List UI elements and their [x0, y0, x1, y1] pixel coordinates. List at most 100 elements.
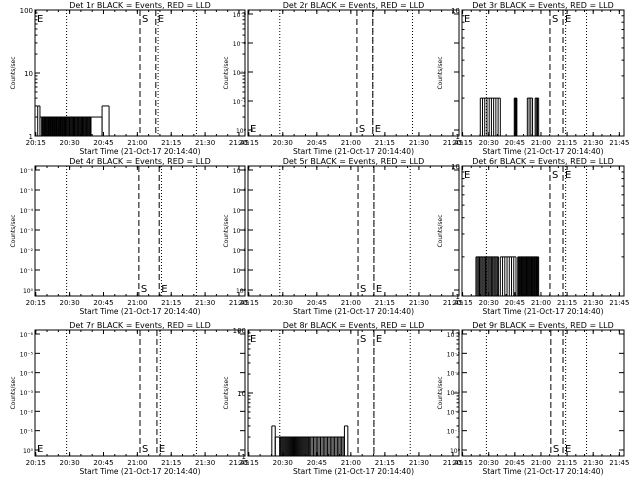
x-tick-label: 21:00: [341, 459, 361, 467]
y-tick-label: 10⁻⁴: [447, 371, 461, 378]
marker-e: E: [565, 170, 571, 181]
y-axis-label: Counts/sec: [10, 214, 17, 247]
x-tick-label: 21:00: [531, 299, 551, 307]
x-tick-label: 21:45: [229, 139, 249, 147]
x-tick-label: 20:45: [93, 459, 113, 467]
x-axis-label: Start Time (21-Oct-17 20:14:40): [293, 147, 414, 156]
x-tick-label: 20:45: [505, 299, 525, 307]
marker-e: E: [159, 444, 165, 455]
chart-title: Det 2r BLACK = Events, RED = LLD: [283, 1, 425, 10]
chart-title: Det 5r BLACK = Events, RED = LLD: [283, 157, 425, 166]
y-tick-label: 10⁻⁶: [20, 332, 34, 339]
x-tick-label: 21:15: [161, 459, 181, 467]
chart-panel-6: Det 6r BLACK = Events, RED = LLD Counts/s…: [437, 157, 629, 316]
x-tick-label: 20:30: [60, 459, 80, 467]
x-tick-label: 21:00: [341, 299, 361, 307]
x-tick-label: 21:15: [375, 139, 395, 147]
x-tick-label: 20:45: [307, 139, 327, 147]
y-tick-label: 10⁻⁸: [233, 12, 247, 19]
y-tick-label: 10⁻²: [233, 99, 247, 106]
y-tick-label: 10⁰: [236, 128, 247, 135]
y-tick-label: 10⁻⁵: [20, 188, 34, 195]
chart-panel-3: Det 3r BLACK = Events, RED = LLD Counts/s…: [437, 1, 629, 156]
y-tick-label: 1: [456, 133, 460, 141]
x-tick-label: 21:00: [127, 459, 147, 467]
x-tick-label: 20:15: [26, 459, 46, 467]
y-tick-label: 10⁻²: [447, 409, 461, 416]
y-axis-label: Counts/sec: [437, 376, 444, 409]
marker-e: E: [464, 14, 470, 25]
x-axis-label: Start Time (21-Oct-17 20:14:40): [482, 307, 603, 316]
x-tick-label: 21:00: [531, 139, 551, 147]
marker-e: E: [250, 334, 256, 345]
x-tick-label: 20:30: [479, 139, 499, 147]
x-axis-label: Start Time (21-Oct-17 20:14:40): [293, 307, 414, 316]
x-axis-label: Start Time (21-Oct-17 20:14:40): [79, 307, 200, 316]
y-tick-label: 10⁻¹: [20, 429, 34, 436]
chart-panel-9: Det 9r BLACK = Events, RED = LLD Counts/s…: [437, 321, 629, 476]
plot-frame: [461, 329, 625, 457]
plot-frame: [247, 165, 460, 297]
marker-e: E: [37, 14, 43, 25]
x-tick-label: 20:45: [93, 299, 113, 307]
plot-frame: [247, 9, 460, 137]
y-tick-label: 10⁻²: [20, 409, 34, 416]
x-tick-label: 20:30: [479, 299, 499, 307]
y-axis-label: Counts/sec: [223, 376, 230, 409]
x-axis-label: Start Time (21-Oct-17 20:14:40): [79, 147, 200, 156]
marker-e: E: [161, 284, 167, 295]
y-tick-label: 10⁻⁵: [233, 188, 247, 195]
x-tick-label: 20:45: [505, 459, 525, 467]
x-tick-label: 21:00: [127, 299, 147, 307]
y-tick-label: 10⁻⁶: [233, 41, 247, 48]
y-tick-label: 10⁻³: [20, 228, 34, 235]
x-tick-label: 21:15: [557, 139, 577, 147]
x-tick-label: 20:45: [93, 139, 113, 147]
chart-title: Det 3r BLACK = Events, RED = LLD: [472, 1, 614, 10]
x-tick-label: 21:30: [583, 139, 603, 147]
y-axis-label: Counts/sec: [10, 376, 17, 409]
marker-s: S: [552, 14, 558, 25]
x-axis-label: Start Time (21-Oct-17 20:14:40): [482, 467, 603, 476]
x-tick-label: 20:30: [273, 459, 293, 467]
x-tick-label: 21:00: [341, 139, 361, 147]
y-axis-label: Counts/sec: [223, 214, 230, 247]
x-tick-label: 20:15: [452, 459, 472, 467]
marker-e: E: [250, 124, 256, 135]
marker-s: S: [142, 14, 148, 25]
x-tick-label: 20:15: [239, 459, 259, 467]
marker-s: S: [552, 170, 558, 181]
y-tick-label: 10⁻¹: [20, 268, 34, 275]
x-tick-label: 21:45: [443, 139, 463, 147]
y-tick-label: 10⁻⁶: [20, 168, 34, 175]
x-tick-label: 21:15: [161, 139, 181, 147]
y-tick-label: 10⁻⁶: [447, 332, 461, 339]
marker-s: S: [142, 444, 148, 455]
chart-panel-7: Det 7r BLACK = Events, RED = LLD Counts/s…: [10, 321, 249, 476]
y-tick-label: 10⁻¹: [233, 268, 247, 275]
y-tick-label: 10⁻⁵: [447, 351, 461, 358]
y-tick-label: 10⁰: [23, 448, 34, 455]
y-tick-label: 10⁰: [450, 448, 461, 455]
y-tick-label: 10⁻²: [20, 248, 34, 255]
y-tick-label: 10: [237, 390, 246, 398]
x-tick-label: 21:00: [127, 139, 147, 147]
marker-e: E: [376, 284, 382, 295]
x-tick-label: 21:15: [557, 459, 577, 467]
x-tick-label: 21:15: [161, 299, 181, 307]
plot-frame: [461, 9, 625, 137]
x-tick-label: 21:45: [609, 139, 629, 147]
y-tick-label: 10⁻⁶: [233, 168, 247, 175]
y-tick-label: 100: [20, 7, 33, 15]
marker-s: S: [360, 284, 366, 295]
x-tick-label: 21:30: [409, 459, 429, 467]
y-axis-label: Counts/sec: [437, 56, 444, 89]
x-tick-label: 20:15: [26, 139, 46, 147]
marker-e: E: [158, 14, 164, 25]
x-tick-label: 21:30: [195, 299, 215, 307]
x-tick-label: 21:30: [409, 299, 429, 307]
x-tick-label: 20:15: [26, 299, 46, 307]
y-tick-label: 10⁻⁴: [20, 208, 34, 215]
x-tick-label: 21:30: [195, 139, 215, 147]
